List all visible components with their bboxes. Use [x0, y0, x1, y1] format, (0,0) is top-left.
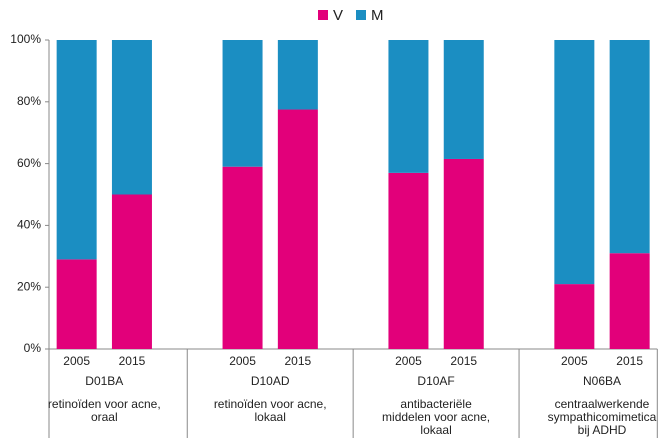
group-code: D10AD — [251, 374, 290, 388]
x-tick-label: 2015 — [616, 354, 643, 368]
group-description: centraalwerkende — [555, 397, 650, 411]
bar-segment — [56, 259, 97, 349]
x-tick-label: 2005 — [561, 354, 588, 368]
bar-segment — [554, 40, 595, 285]
group-code: D01BA — [85, 374, 123, 388]
bar-segment — [443, 40, 484, 159]
group-description: oraal — [91, 410, 118, 424]
x-tick-label: 2005 — [63, 354, 90, 368]
bar-segment — [222, 40, 263, 167]
x-tick-label: 2015 — [450, 354, 477, 368]
x-tick-label: 2005 — [395, 354, 422, 368]
bar-segment — [222, 166, 263, 349]
legend-label: M — [371, 7, 384, 24]
y-tick-label: 0% — [24, 341, 42, 355]
bar-segment — [554, 284, 595, 349]
bar-segment — [609, 253, 650, 349]
group-code: D10AF — [417, 374, 454, 388]
bar-segment — [609, 40, 650, 254]
group-description: lokaal — [255, 410, 286, 424]
y-tick-label: 60% — [17, 156, 41, 170]
x-tick-label: 2015 — [119, 354, 146, 368]
bar-segment — [277, 109, 318, 350]
group-description: retinoïden voor acne, — [214, 397, 327, 411]
bar-segment — [388, 40, 429, 173]
x-tick-label: 2005 — [229, 354, 256, 368]
y-tick-label: 100% — [10, 32, 41, 46]
y-tick-label: 80% — [17, 94, 41, 108]
group-description: bij ADHD — [578, 423, 627, 437]
legend-swatch — [356, 10, 366, 20]
bar-segment — [388, 172, 429, 349]
group-description: lokaal — [420, 423, 451, 437]
group-description: retinoïden voor acne, — [48, 397, 161, 411]
group-description: sympathicomimetica — [548, 410, 657, 424]
legend-label: V — [333, 7, 343, 24]
group-code: N06BA — [583, 374, 621, 388]
bar-segment — [111, 194, 152, 349]
bar-segment — [56, 40, 97, 260]
x-tick-label: 2015 — [284, 354, 311, 368]
bar-segment — [277, 40, 318, 110]
group-description: middelen voor acne, — [382, 410, 490, 424]
bar-segment — [111, 40, 152, 195]
legend-swatch — [318, 10, 328, 20]
y-tick-label: 40% — [17, 218, 41, 232]
group-description: antibacteriële — [400, 397, 472, 411]
y-tick-label: 20% — [17, 279, 41, 293]
bar-segment — [443, 158, 484, 349]
